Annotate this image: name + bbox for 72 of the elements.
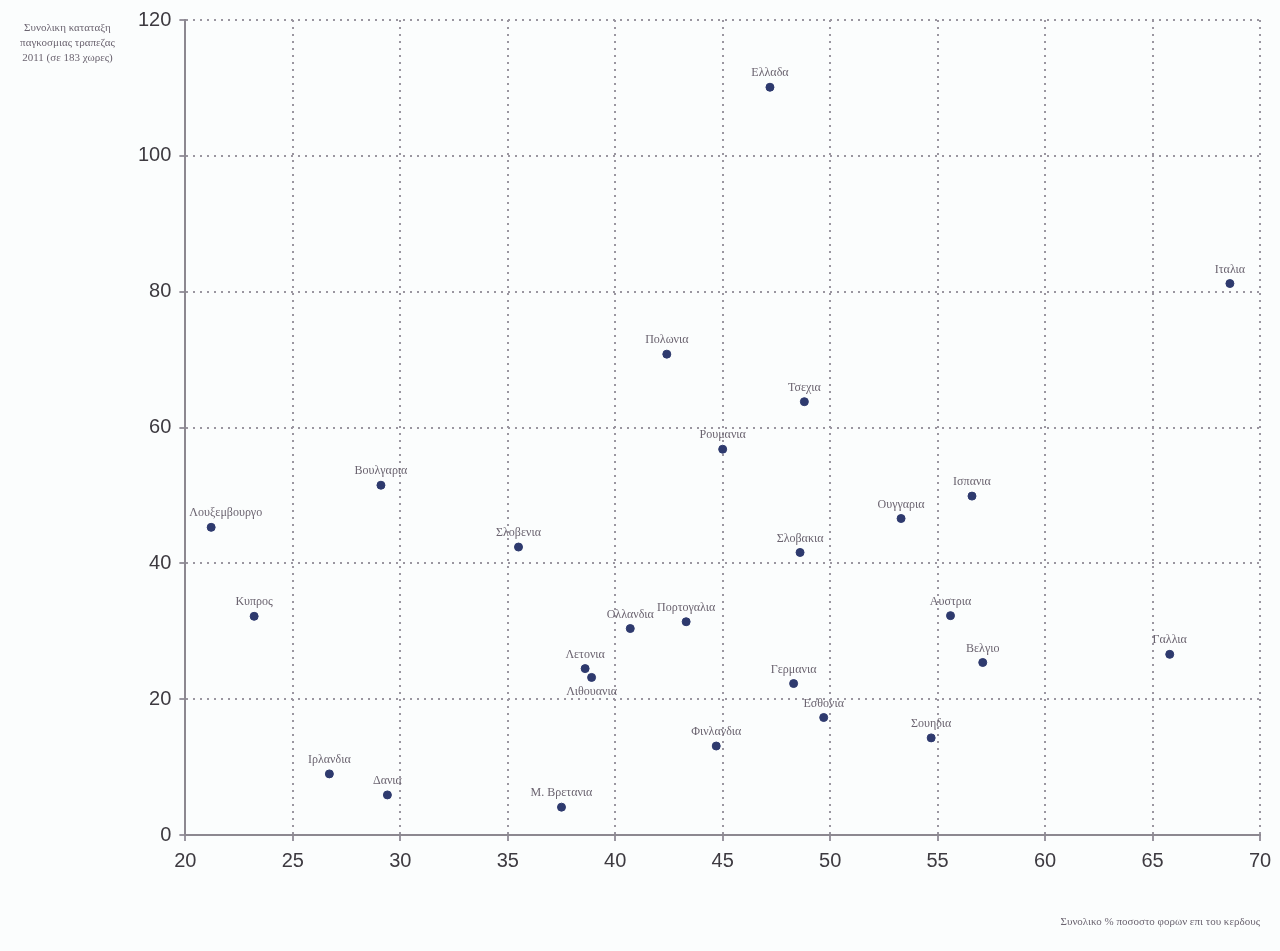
- point: [718, 444, 728, 454]
- annotation: Βουλγαρια: [354, 463, 409, 478]
- y-tick-label: 60: [149, 415, 172, 438]
- point: [799, 397, 809, 407]
- x-tick-label: 25: [281, 848, 304, 871]
- point: [795, 547, 805, 557]
- x-tick-label: 35: [496, 848, 519, 871]
- point: [625, 624, 635, 634]
- annotation: Δανια: [372, 773, 403, 788]
- annotation: Σλοβενια: [496, 525, 542, 540]
- point: [206, 522, 216, 532]
- annotation: Λετονια: [565, 646, 606, 661]
- y-tick-label: 100: [137, 143, 172, 166]
- point: [765, 82, 775, 92]
- annotation: Σλοβακια: [776, 530, 825, 545]
- x-tick-label: 50: [819, 848, 842, 871]
- point: [556, 802, 566, 812]
- annotation: Ελλαδα: [751, 65, 790, 80]
- annotation: Ουγγαρια: [877, 496, 926, 511]
- point: [819, 713, 829, 722]
- y-axis-title: Συνολικη καταταξη παγκοσμιας τραπεζας 2011 (σε 183 χωρες): [20, 20, 115, 65]
- y-tick-label: 80: [149, 279, 172, 302]
- annotation: Μ. Βρετανια: [530, 785, 594, 800]
- x-tick-label: 40: [604, 848, 627, 871]
- point: [946, 611, 956, 621]
- point: [382, 790, 392, 800]
- annotation: Γαλλια: [1152, 632, 1188, 647]
- point: [681, 617, 691, 627]
- annotation: Ιταλια: [1214, 261, 1246, 276]
- point: [324, 769, 334, 779]
- x-tick-label: 55: [926, 848, 949, 871]
- annotation: Ολλανδια: [606, 606, 655, 621]
- x-tick-label: 70: [1248, 848, 1272, 871]
- point: [1225, 279, 1235, 289]
- x-tick-label: 20: [174, 848, 197, 871]
- annotation: Αυστρια: [929, 593, 972, 608]
- y-tick-label: 40: [149, 550, 172, 573]
- y-tick-label: 0: [160, 822, 172, 845]
- annotation: Λουξεμβουργο: [189, 505, 263, 520]
- x-tick-label: 65: [1141, 848, 1164, 871]
- annotation: Γερμανια: [770, 661, 818, 676]
- point: [1165, 649, 1175, 659]
- point: [580, 664, 590, 674]
- x-tick-label: 30: [389, 848, 412, 871]
- annotation: Σουηδια: [910, 716, 953, 731]
- annotation: Ιρλανδια: [308, 752, 352, 767]
- y-tick-label: 120: [137, 7, 172, 30]
- point: [514, 542, 524, 552]
- annotation: Φινλανδια: [691, 724, 743, 739]
- annotation: Τσεχια: [787, 379, 822, 394]
- annotation: Πορτογαλια: [657, 599, 716, 614]
- annotation: Εσθονια: [803, 695, 845, 710]
- point: [587, 672, 597, 682]
- point: [967, 491, 977, 501]
- point: [978, 657, 988, 667]
- annotation: Ρουμανια: [699, 427, 747, 442]
- x-tick-label: 60: [1033, 848, 1057, 871]
- y-tick-label: 20: [149, 686, 172, 709]
- x-axis-title: Συνολικο % ποσοστο φορων επι του κερδους: [1060, 915, 1260, 927]
- annotation: Ισπανια: [953, 474, 992, 489]
- annotation: Πολωνια: [645, 332, 690, 347]
- annotation: Κυπρος: [235, 594, 274, 609]
- annotation: Λιθουανια: [566, 683, 618, 698]
- point: [896, 514, 906, 524]
- annotation: Βελγιο: [966, 640, 1000, 655]
- point: [662, 349, 672, 359]
- point: [711, 741, 721, 751]
- point: [249, 611, 259, 621]
- point: [789, 679, 799, 689]
- point: [926, 733, 936, 743]
- x-tick-label: 45: [711, 848, 734, 871]
- point: [376, 480, 386, 490]
